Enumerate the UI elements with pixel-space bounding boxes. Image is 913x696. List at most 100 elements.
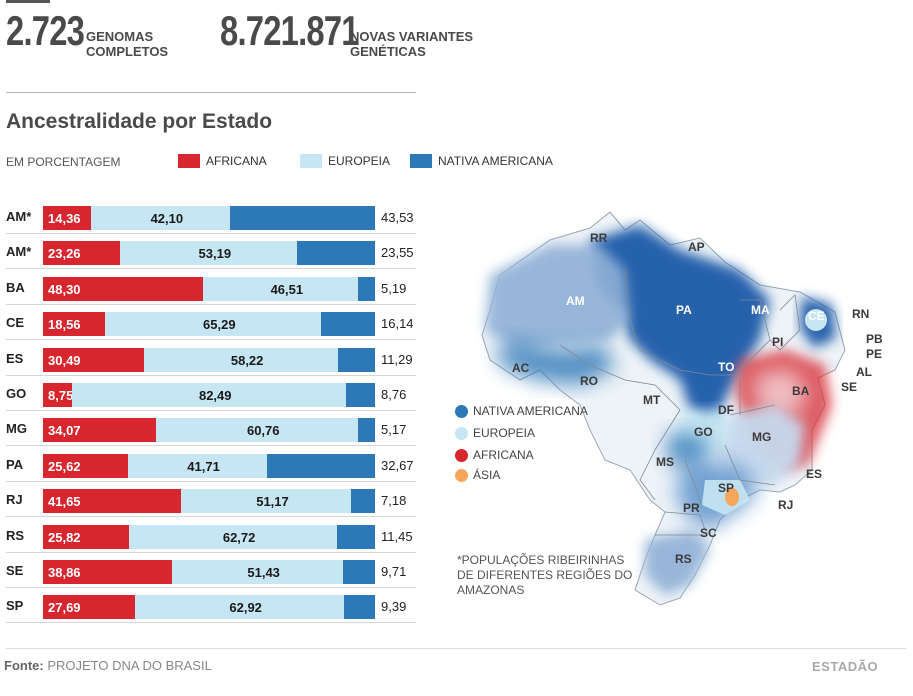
- source-credit: Fonte: PROJETO DNA DO BRASIL: [4, 658, 212, 673]
- row-divider: [6, 304, 416, 305]
- bar-segment-native: [345, 383, 375, 407]
- legend-swatch-native: [410, 154, 432, 168]
- map-state-label-to: TO: [718, 360, 735, 374]
- bar-value-native: 8,76: [381, 387, 407, 402]
- stat-genomes-label: GENOMAS COMPLETOS: [86, 29, 168, 59]
- bar-value-african: 23,26: [48, 246, 81, 261]
- bar-value-african: 18,56: [48, 317, 81, 332]
- stacked-bar: 25,62 41,71: [43, 454, 375, 478]
- bar-segment-european: [128, 454, 267, 478]
- map-state-label-rn: RN: [852, 307, 870, 321]
- bar-segment-native: [337, 348, 375, 372]
- bar-value-european: 51,43: [247, 565, 280, 580]
- chart-title: Ancestralidade por Estado: [6, 110, 273, 133]
- header-divider: [6, 92, 416, 93]
- row-divider: [6, 233, 416, 234]
- map-blob-european-ba: [755, 368, 808, 415]
- map-state-label-ms: MS: [656, 455, 674, 469]
- map-blob-native-north: [590, 225, 770, 430]
- map-state-label-pb: PB: [866, 332, 883, 346]
- map-blob-european-am: [485, 245, 630, 350]
- bar-segment-african: [43, 489, 182, 513]
- bar-segment-european: [120, 241, 297, 265]
- legend-item-european: EUROPEIA: [300, 153, 390, 169]
- bar-segment-african: [43, 348, 145, 372]
- bar-segment-european: [90, 206, 231, 230]
- bar-value-native: 16,14: [381, 316, 414, 331]
- bar-value-african: 38,86: [48, 565, 81, 580]
- bar-segment-european: [144, 348, 338, 372]
- bar-row-label: RS: [6, 528, 25, 543]
- row-divider: [6, 481, 416, 482]
- map-legend-native: NATIVA AMERICANA: [455, 404, 588, 418]
- source-label: Fonte:: [4, 658, 44, 673]
- map-blob-native-central: [665, 430, 710, 470]
- legend-item-native: NATIVA AMERICANA: [410, 153, 553, 169]
- legend-label-african: AFRICANA: [206, 154, 267, 168]
- bar-row-label: GO: [6, 386, 27, 401]
- row-divider: [6, 268, 416, 269]
- bar-segment-native: [342, 560, 375, 584]
- bar-row: MG 34,07 60,76 5,17: [0, 417, 420, 443]
- bar-value-african: 34,07: [48, 423, 81, 438]
- bar-row: SE 38,86 51,43 9,71: [0, 559, 420, 585]
- bar-value-european: 62,72: [222, 530, 256, 545]
- bar-row-label: AM*: [6, 244, 32, 259]
- row-divider: [6, 552, 416, 553]
- bar-segment-african: [43, 206, 91, 230]
- map-legend-european: EUROPEIA: [455, 426, 535, 440]
- bar-segment-european: [203, 277, 358, 301]
- bar-value-european: 53,19: [198, 246, 232, 261]
- bar-value-european: 60,76: [246, 423, 280, 438]
- bar-row: AM* 23,26 53,19 23,55: [0, 240, 420, 266]
- map-state-label-am: AM: [566, 294, 585, 308]
- source-text: PROJETO DNA DO BRASIL: [47, 658, 212, 673]
- stat-variants-value: 8.721.871: [220, 7, 360, 54]
- stat-variants-label-line1: NOVAS VARIANTES: [350, 29, 474, 44]
- map-state-label-pr: PR: [683, 501, 700, 515]
- map-legend-label-european: EUROPEIA: [473, 426, 536, 440]
- legend-swatch-african: [178, 154, 200, 168]
- top-rule: [6, 0, 50, 3]
- bar-row-label: ES: [6, 351, 24, 366]
- bar-value-european: 62,92: [229, 600, 262, 615]
- map-state-label-pa: PA: [676, 303, 692, 317]
- map-legend-dot-european: [455, 426, 468, 440]
- stat-genomes-label-line2: COMPLETOS: [86, 44, 169, 59]
- bar-value-native: 5,17: [381, 422, 407, 437]
- stacked-bar: 25,82 62,72: [43, 525, 375, 549]
- bar-value-european: 82,49: [198, 388, 232, 403]
- bar-row-label: MG: [6, 421, 27, 436]
- bar-segment-european: [156, 418, 358, 442]
- bar-segment-african: [43, 418, 157, 442]
- stacked-bar: 14,36 42,10: [43, 206, 375, 230]
- stat-genomes-label-line1: GENOMAS: [86, 29, 154, 44]
- bar-value-european: 41,71: [187, 459, 220, 474]
- map-legend-dot-native: [455, 404, 468, 418]
- bar-value-native: 23,55: [381, 245, 414, 260]
- bar-segment-native: [230, 206, 375, 230]
- stacked-bar: 8,75 82,49: [43, 383, 375, 407]
- bar-row-label: PA: [6, 457, 24, 472]
- map-state-label-ap: AP: [688, 240, 705, 254]
- bar-segment-african: [43, 277, 204, 301]
- bar-segment-native: [357, 418, 375, 442]
- brand-logo: ESTADÃO: [812, 659, 879, 674]
- bar-row: ES 30,49 58,22 11,29: [0, 347, 420, 373]
- bar-segment-european: [104, 312, 322, 336]
- brazil-ancestry-map: [481, 211, 846, 606]
- map-legend-label-native: NATIVA AMERICANA: [473, 404, 588, 418]
- bar-row: SP 27,69 62,92 9,39: [0, 594, 420, 620]
- map-state-label-es: ES: [806, 467, 823, 481]
- stacked-bar: 41,65 51,17: [43, 489, 375, 513]
- legend-label-european: EUROPEIA: [328, 154, 391, 168]
- footer-divider: [6, 648, 906, 649]
- map-legend-dot-asian: [455, 468, 468, 482]
- map-blob-rs: [645, 530, 710, 595]
- bar-value-native: 32,67: [381, 458, 414, 473]
- row-divider: [6, 587, 416, 588]
- bar-segment-african: [43, 312, 105, 336]
- bar-segment-african: [43, 454, 129, 478]
- row-divider: [6, 445, 416, 446]
- chart-subtitle: EM PORCENTAGEM: [6, 155, 121, 169]
